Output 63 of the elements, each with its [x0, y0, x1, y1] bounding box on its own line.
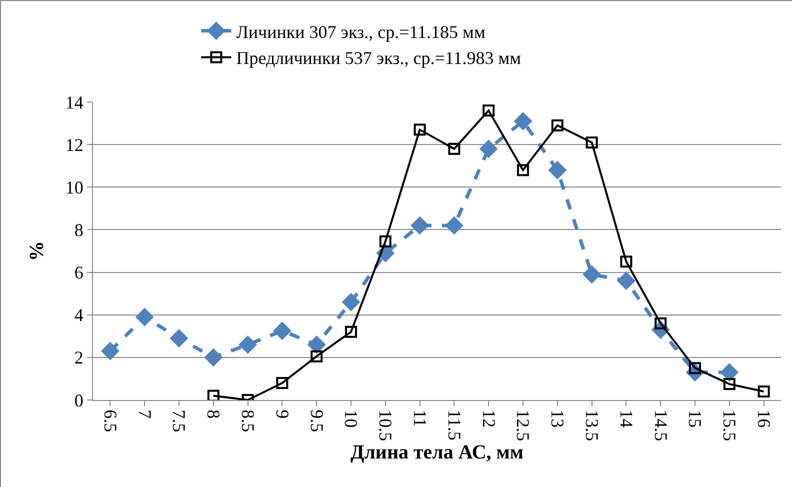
y-tick-label: 2	[74, 348, 84, 368]
x-tick-label: 14.5	[650, 410, 671, 442]
y-tick-label: 12	[65, 134, 84, 155]
y-tick-label: 10	[65, 177, 84, 198]
legend-label: Предличинки 537 экз., ср.=11.983 мм	[236, 48, 522, 68]
x-tick-label: 11	[410, 410, 430, 427]
point	[276, 376, 288, 389]
y-tick-label: 6	[74, 262, 84, 283]
point	[101, 342, 119, 360]
y-axis-title: %	[26, 241, 48, 261]
point	[273, 322, 291, 340]
point	[445, 216, 463, 234]
point	[448, 142, 460, 155]
point	[548, 161, 566, 179]
x-tick-label: 15.5	[720, 410, 740, 442]
point	[758, 385, 770, 398]
x-tick-label: 6.5	[100, 410, 120, 432]
point	[620, 256, 632, 268]
x-tick-label: 13	[548, 410, 568, 428]
y-tick-label: 14	[65, 92, 84, 112]
point	[308, 336, 326, 354]
y-tick-label: 0	[74, 390, 84, 410]
point	[617, 272, 635, 290]
point	[514, 112, 532, 130]
point	[414, 124, 426, 136]
x-tick-label: 9	[272, 410, 292, 419]
point	[480, 140, 498, 158]
x-tick-label: 7.5	[169, 410, 190, 432]
point	[586, 136, 598, 148]
x-axis-title: Длина тела АС, мм	[350, 442, 524, 464]
x-tick-label: 12.5	[513, 410, 534, 442]
y-tick-label: 4	[74, 305, 84, 326]
point	[720, 364, 738, 382]
y-tick-label: 8	[74, 220, 84, 240]
point	[239, 336, 257, 354]
point	[342, 293, 360, 311]
point	[411, 216, 429, 234]
point	[204, 348, 222, 366]
x-tick-label: 10.5	[376, 410, 396, 442]
x-tick-label: 8	[204, 410, 224, 419]
x-tick-label: 11.5	[444, 410, 464, 440]
point	[207, 390, 220, 400]
x-tick-label: 10	[341, 410, 362, 428]
x-tick-label: 9.5	[306, 410, 327, 432]
point	[170, 329, 188, 348]
x-tick-label: 8.5	[238, 410, 258, 432]
x-tick-label: 14	[616, 410, 636, 428]
point	[723, 378, 736, 390]
x-tick-label: 15	[685, 410, 706, 428]
x-tick-label: 12	[478, 410, 499, 428]
point	[310, 350, 323, 362]
legend-label: Личинки 307 экз., ср.=11.185 мм	[236, 22, 486, 42]
point	[654, 317, 667, 330]
point	[551, 119, 564, 132]
point	[345, 326, 357, 338]
point	[583, 266, 601, 284]
point	[482, 104, 495, 117]
point	[136, 308, 154, 326]
x-tick-label: 13.5	[582, 410, 602, 442]
point	[379, 235, 392, 248]
x-tick-label: 7	[134, 410, 155, 419]
point	[517, 164, 529, 176]
x-tick-label: 16	[754, 410, 774, 428]
